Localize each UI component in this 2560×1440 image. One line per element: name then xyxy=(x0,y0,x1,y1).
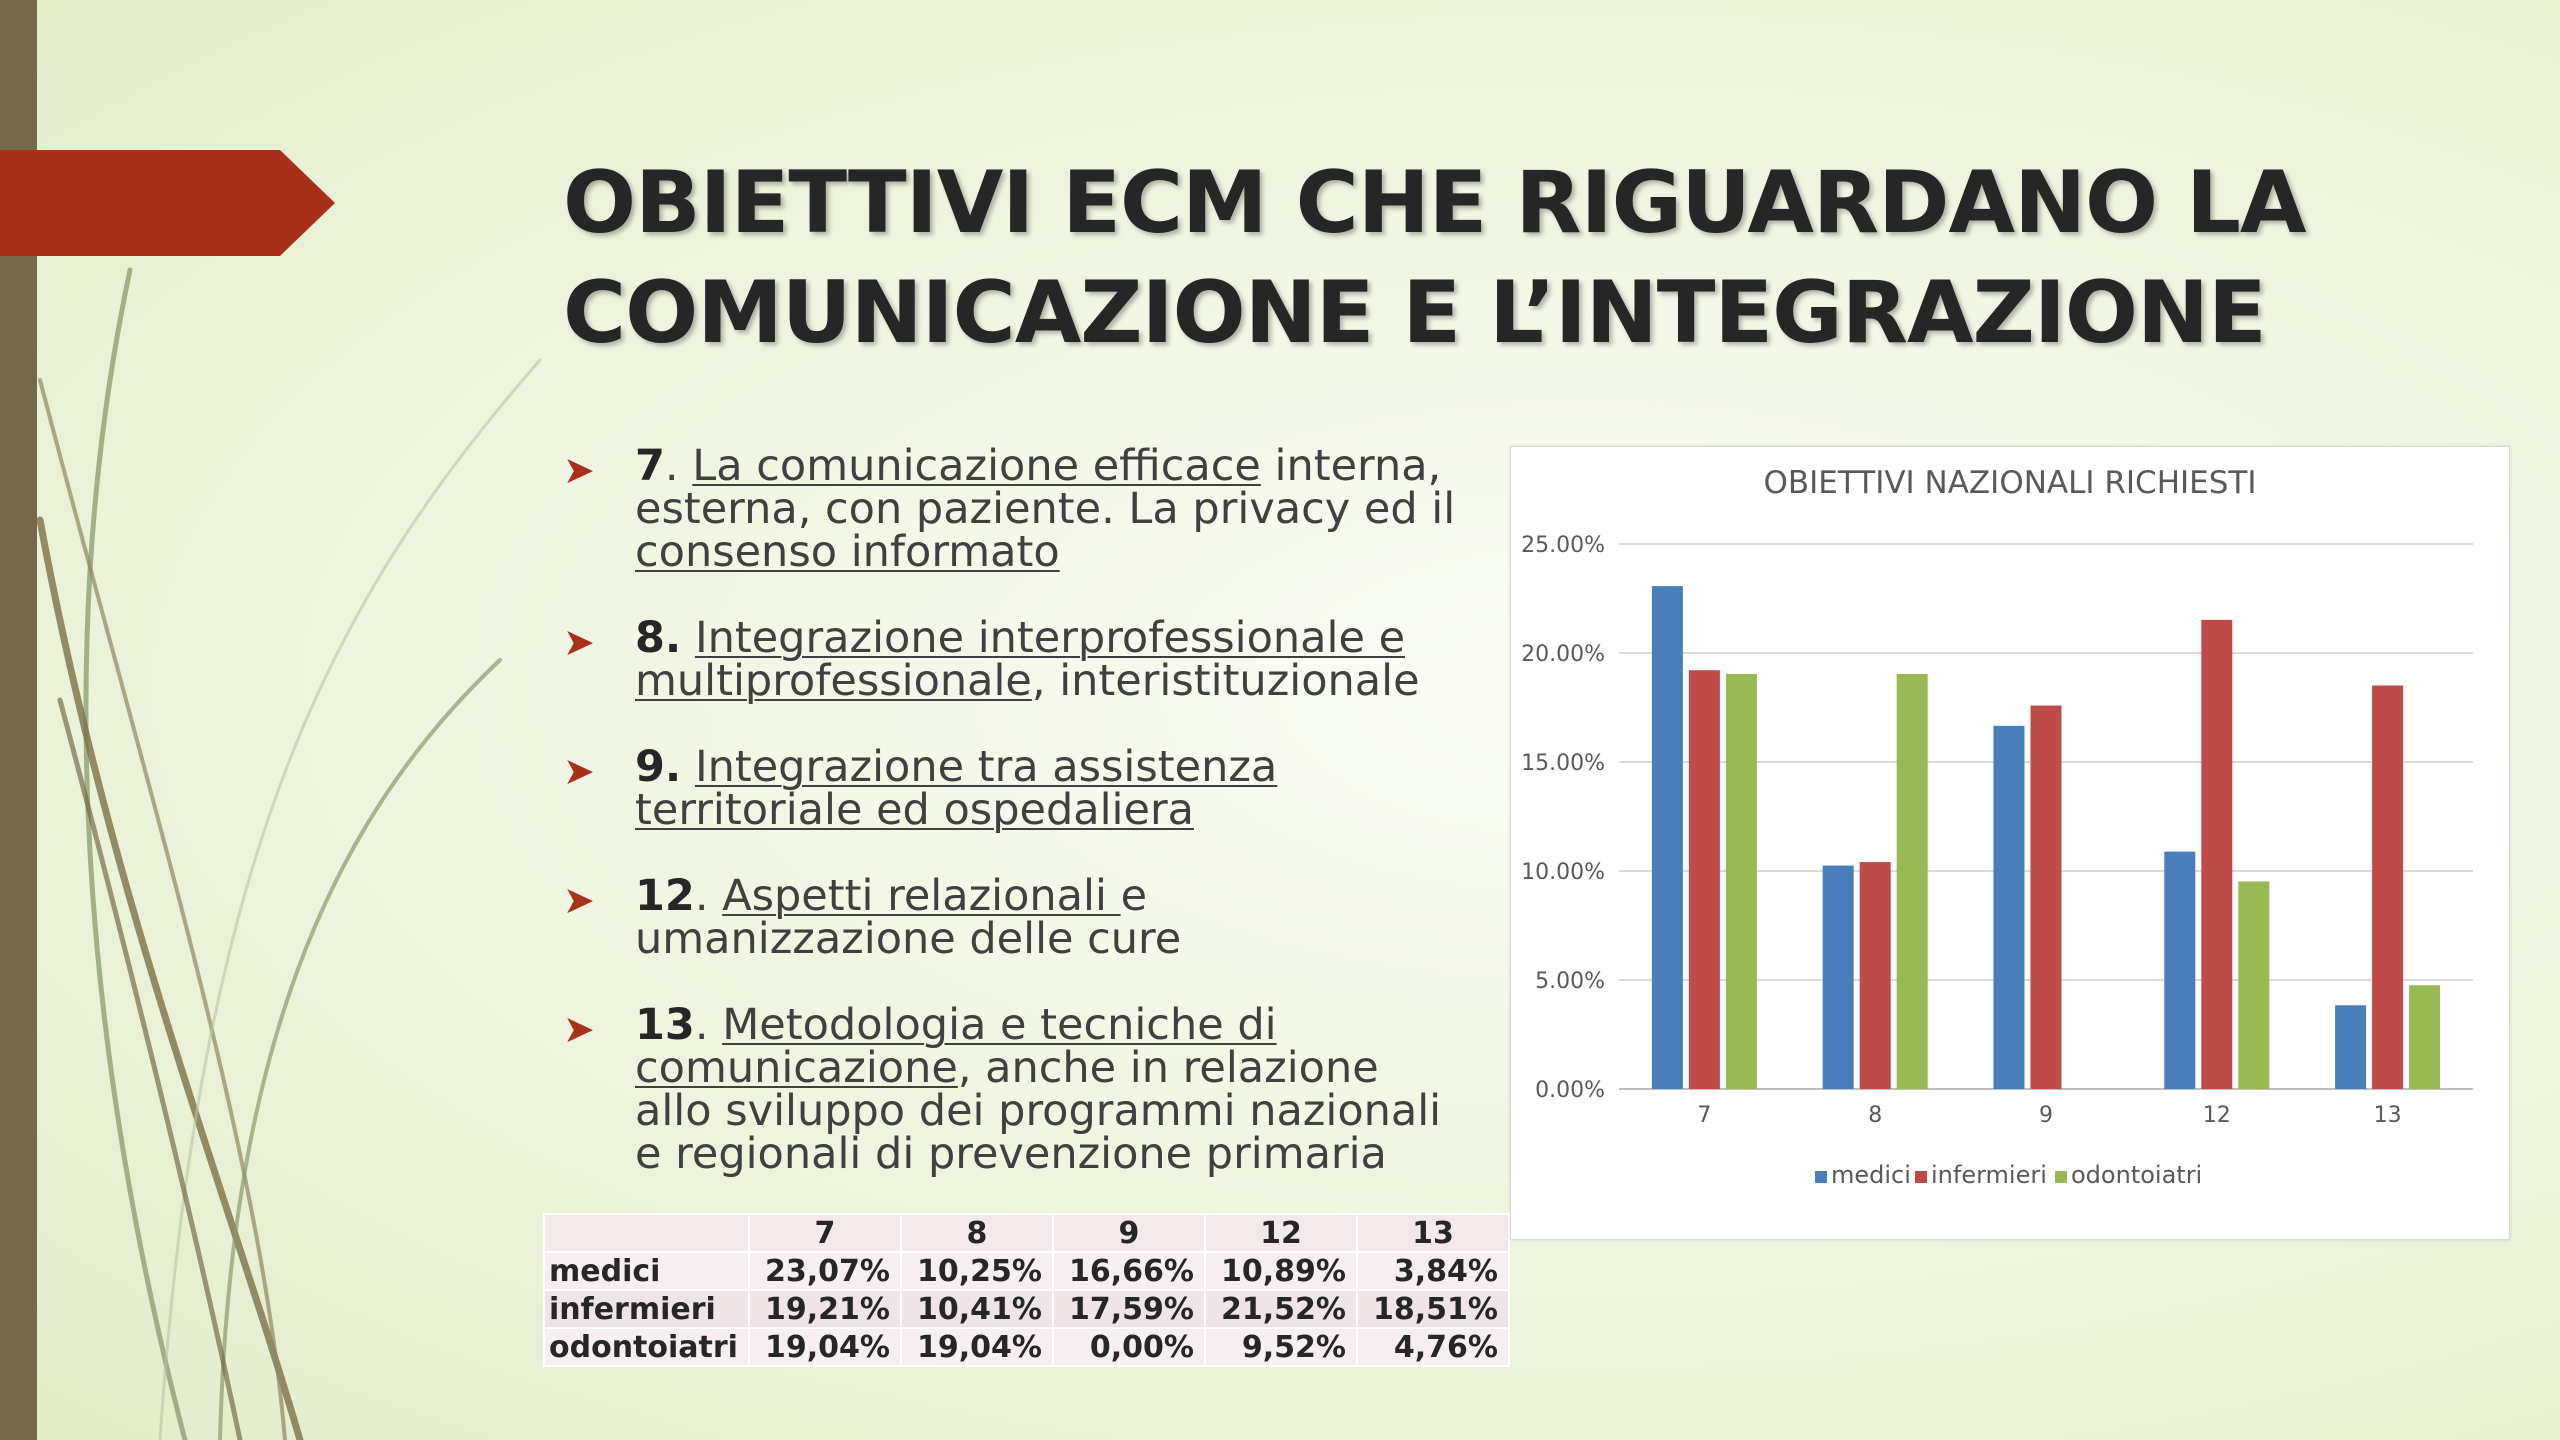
y-tick-label: 10.00% xyxy=(1521,860,1605,885)
title-arrow-tag xyxy=(0,150,335,256)
bar-infermieri xyxy=(2372,685,2404,1089)
bar-medici xyxy=(1651,586,1683,1089)
bar-odontoiatri xyxy=(1896,673,1928,1089)
table-cell: 3,84% xyxy=(1355,1251,1510,1291)
objective-link[interactable]: Metodologia e tecniche di comunicazione xyxy=(635,1000,1277,1093)
arrow-right-icon: ➤ xyxy=(563,1007,595,1051)
table-cell: 19,21% xyxy=(747,1289,902,1329)
objective-number: 9. xyxy=(635,742,682,792)
table-header-cell: 13 xyxy=(1355,1213,1510,1253)
table-cell: 19,04% xyxy=(747,1327,902,1367)
bar-odontoiatri xyxy=(2238,881,2270,1089)
bar-medici xyxy=(1822,865,1854,1089)
list-item: ➤ 13. Metodologia e tecniche di comunicaz… xyxy=(560,1004,1460,1176)
objective-number: 7 xyxy=(635,441,665,491)
objective-text: interna, esterna, con paziente. La priva… xyxy=(635,441,1456,534)
x-tick-label: 8 xyxy=(1868,1103,1882,1128)
y-tick-label: 5.00% xyxy=(1535,969,1605,994)
objective-link[interactable]: La comunicazione efficace xyxy=(692,441,1261,491)
bar-odontoiatri xyxy=(1725,673,1757,1089)
objective-number: 8. xyxy=(635,613,682,663)
table-cell: 19,04% xyxy=(899,1327,1054,1367)
table-row: odontoiatri 19,04% 19,04% 0,00% 9,52% 4,… xyxy=(543,1327,1510,1367)
table-row: infermieri 19,21% 10,41% 17,59% 21,52% 1… xyxy=(543,1289,1510,1329)
bar-medici xyxy=(1993,725,2025,1089)
bar-infermieri xyxy=(1859,862,1891,1089)
legend-swatch xyxy=(1915,1171,1927,1183)
arrow-right-icon: ➤ xyxy=(563,749,595,793)
table-cell: 10,89% xyxy=(1203,1251,1358,1291)
objective-number: 12 xyxy=(635,871,695,921)
arrow-right-icon: ➤ xyxy=(563,878,595,922)
y-tick-label: 25.00% xyxy=(1521,533,1605,558)
objective-text: , interistituzionale xyxy=(1031,656,1420,706)
table-header-cell: 9 xyxy=(1051,1213,1206,1253)
arrow-right-icon: ➤ xyxy=(563,620,595,664)
bar-infermieri xyxy=(2030,705,2062,1089)
legend-swatch xyxy=(2055,1171,2067,1183)
objective-link[interactable]: consenso informato xyxy=(635,527,1060,577)
separator: . xyxy=(694,1000,723,1050)
x-tick-label: 9 xyxy=(2039,1103,2053,1128)
table-cell: 4,76% xyxy=(1355,1327,1510,1367)
bar-odontoiatri xyxy=(2409,985,2441,1089)
list-item: ➤ 9. Integrazione tra assistenza territor… xyxy=(560,746,1460,832)
row-label: medici xyxy=(543,1251,750,1291)
table-header-cell: 7 xyxy=(747,1213,902,1253)
table-header-row: 7 8 9 12 13 xyxy=(543,1213,1510,1253)
row-label: infermieri xyxy=(543,1289,750,1329)
separator: . xyxy=(694,871,723,921)
table-cell: 10,25% xyxy=(899,1251,1054,1291)
table-cell: 18,51% xyxy=(1355,1289,1510,1329)
table-header-cell: 8 xyxy=(899,1213,1054,1253)
objective-link[interactable]: Integrazione tra assistenza territoriale… xyxy=(635,742,1278,835)
title-line-1: OBIETTIVI ECM CHE RIGUARDANO LA xyxy=(563,153,2306,253)
bar-chart-container: OBIETTIVI NAZIONALI RICHIESTI 0.00% 5.00% 1… xyxy=(1510,446,2510,1240)
table-cell: 21,52% xyxy=(1203,1289,1358,1329)
list-item: ➤ 7. La comunicazione efficace interna, e… xyxy=(560,445,1460,574)
x-tick-label: 13 xyxy=(2374,1103,2402,1128)
table-row: medici 23,07% 10,25% 16,66% 10,89% 3,84% xyxy=(543,1251,1510,1291)
objective-link[interactable]: Integrazione interprofessionale e multip… xyxy=(635,613,1406,706)
legend-label: infermieri xyxy=(1931,1161,2047,1189)
x-tick-label: 12 xyxy=(2203,1103,2231,1128)
table-header-cell: 12 xyxy=(1203,1213,1358,1253)
bar-medici xyxy=(2164,851,2196,1089)
bar-medici xyxy=(2335,1005,2367,1089)
list-item: ➤ 8. Integrazione interprofessionale e mu… xyxy=(560,617,1460,703)
objective-text: , anche in relazione allo sviluppo dei p… xyxy=(635,1043,1442,1179)
bar-infermieri xyxy=(2201,619,2233,1089)
list-item: ➤ 12. Aspetti relazionali e umanizzazione… xyxy=(560,875,1460,961)
table-cell: 0,00% xyxy=(1051,1327,1206,1367)
chart-title: OBIETTIVI NAZIONALI RICHIESTI xyxy=(1763,465,2256,501)
objective-link[interactable]: Aspetti relazionali xyxy=(722,871,1121,921)
legend-label: medici xyxy=(1831,1161,1911,1189)
table-cell: 16,66% xyxy=(1051,1251,1206,1291)
objective-number: 13 xyxy=(635,1000,695,1050)
table-cell: 9,52% xyxy=(1203,1327,1358,1367)
separator: . xyxy=(664,441,693,491)
table-cell: 10,41% xyxy=(899,1289,1054,1329)
decorative-swirls xyxy=(36,267,542,1440)
legend-label: odontoiatri xyxy=(2071,1161,2202,1189)
percentages-table: 7 8 9 12 13 medici 23,07% 10,25% 16,66% … xyxy=(543,1213,1510,1367)
y-tick-label: 20.00% xyxy=(1521,642,1605,667)
slide-title: OBIETTIVI ECM CHE RIGUARDANO LA COMUNICA… xyxy=(563,148,2363,368)
legend-swatch xyxy=(1815,1171,1827,1183)
bar-chart: OBIETTIVI NAZIONALI RICHIESTI 0.00% 5.00% 1… xyxy=(1521,465,2473,1189)
title-line-2: COMUNICAZIONE E L’INTEGRAZIONE xyxy=(563,263,2267,363)
arrow-right-icon: ➤ xyxy=(563,448,595,492)
row-label: odontoiatri xyxy=(543,1327,750,1367)
table-cell: 17,59% xyxy=(1051,1289,1206,1329)
bar-infermieri xyxy=(1688,670,1720,1089)
table-header-cell xyxy=(543,1213,750,1253)
table-cell: 23,07% xyxy=(747,1251,902,1291)
x-tick-label: 7 xyxy=(1697,1103,1711,1128)
y-tick-label: 15.00% xyxy=(1521,751,1605,776)
objective-text: e umanizzazione delle cure xyxy=(635,871,1182,964)
objectives-list: ➤ 7. La comunicazione efficace interna, e… xyxy=(560,445,1460,1219)
y-tick-label: 0.00% xyxy=(1535,1078,1605,1103)
